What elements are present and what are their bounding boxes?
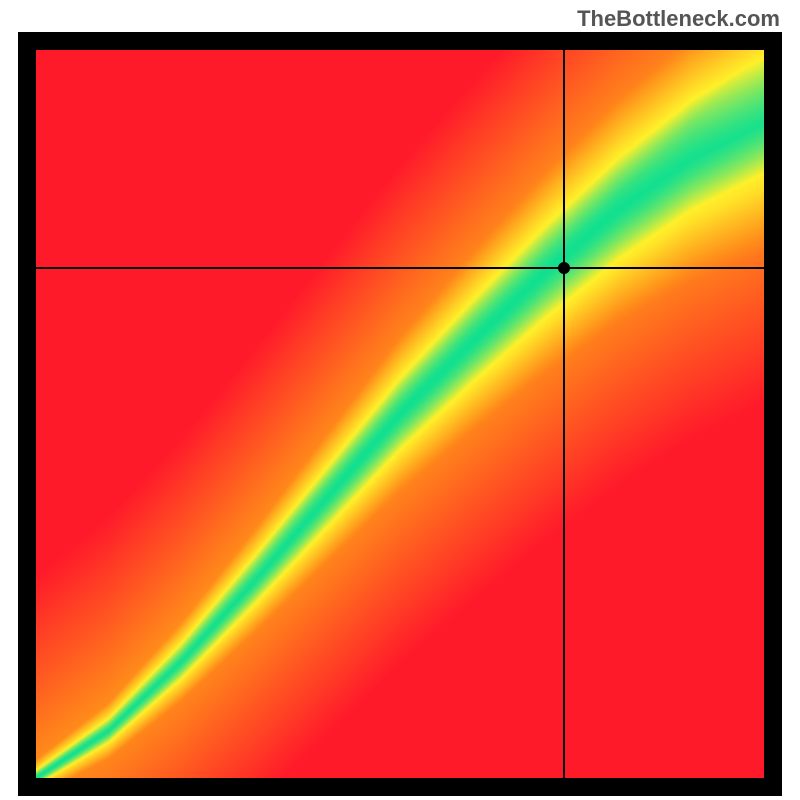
chart-frame — [18, 32, 782, 796]
chart-plot-area — [36, 50, 764, 778]
crosshair-marker — [558, 262, 570, 274]
heatmap-canvas — [36, 50, 764, 778]
watermark-text: TheBottleneck.com — [577, 6, 780, 32]
chart-container: TheBottleneck.com — [0, 0, 800, 800]
crosshair-vertical — [563, 50, 565, 778]
crosshair-horizontal — [36, 267, 764, 269]
